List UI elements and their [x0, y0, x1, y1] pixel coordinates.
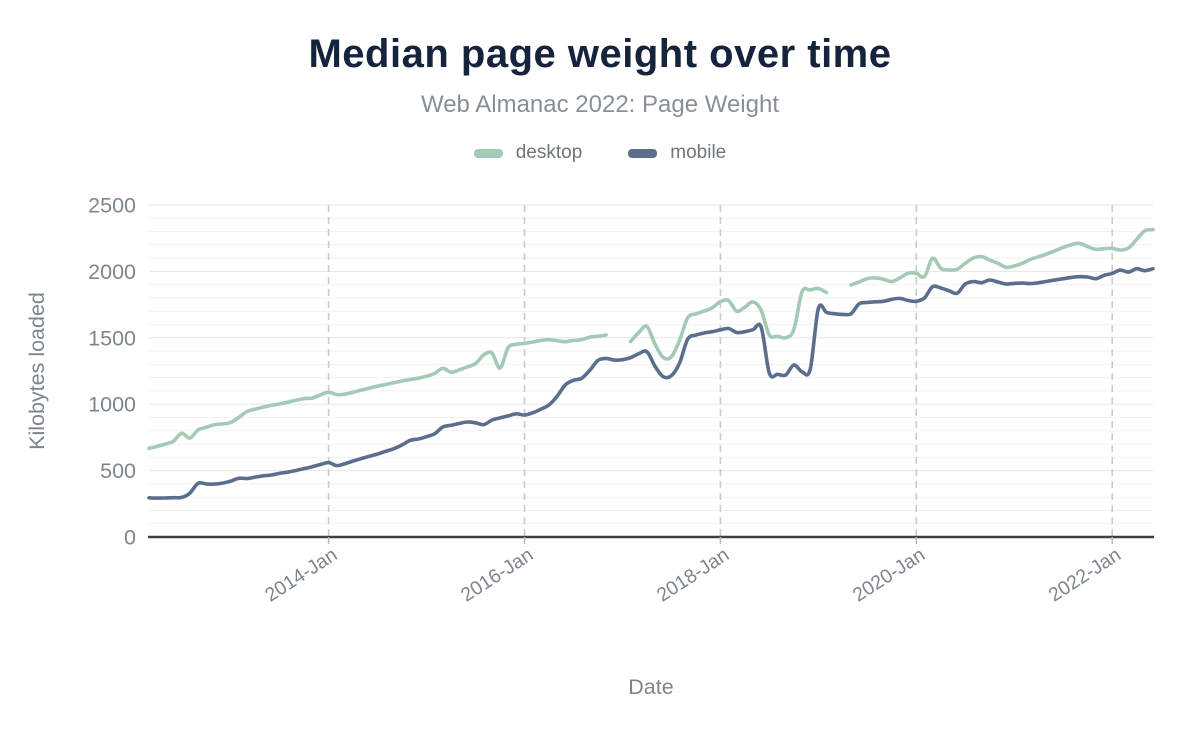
desktop-series-swatch-icon: [473, 148, 503, 158]
x-axis-title: Date: [628, 675, 673, 699]
legend-label-mobile: mobile: [670, 142, 727, 163]
legend-label-desktop: desktop: [515, 142, 583, 163]
x-gridlines: [327, 205, 1113, 537]
y-tick-label: 0: [124, 526, 136, 550]
y-tick-label: 2000: [88, 260, 136, 284]
chart-subtitle: Web Almanac 2022: Page Weight: [420, 91, 779, 118]
y-axis-title: Kilobytes loaded: [25, 292, 49, 450]
y-tick-label: 1000: [88, 393, 136, 417]
x-tick-label: 2016-Jan: [457, 544, 537, 607]
mobile-line: [147, 266, 1155, 500]
chart-legend: desktop mobile: [0, 142, 1200, 164]
desktop-line: [628, 286, 829, 361]
legend-item-desktop: desktop: [473, 142, 583, 164]
chart-title: Median page weight over time: [308, 32, 892, 76]
series-lines: [147, 227, 1155, 500]
desktop-line: [849, 227, 1155, 287]
x-tick-label: 2022-Jan: [1045, 544, 1125, 607]
x-tick-labels: 2014-Jan 2016-Jan 2018-Jan 2020-Jan 2022-Jan: [261, 544, 1125, 607]
x-ticks: [327, 537, 1113, 544]
y-tick-label: 500: [100, 459, 136, 483]
desktop-line: [147, 333, 608, 451]
x-tick-label: 2020-Jan: [849, 544, 929, 607]
x-tick-label: 2018-Jan: [653, 544, 733, 607]
y-tick-labels: 0 500 1000 1500 2000 2500: [88, 194, 136, 550]
y-gridlines: [149, 204, 1153, 525]
y-tick-label: 2500: [88, 194, 136, 218]
mobile-series-swatch-icon: [628, 148, 658, 158]
y-tick-label: 1500: [88, 326, 136, 350]
legend-item-mobile: mobile: [628, 142, 726, 164]
x-tick-label: 2014-Jan: [261, 544, 341, 607]
